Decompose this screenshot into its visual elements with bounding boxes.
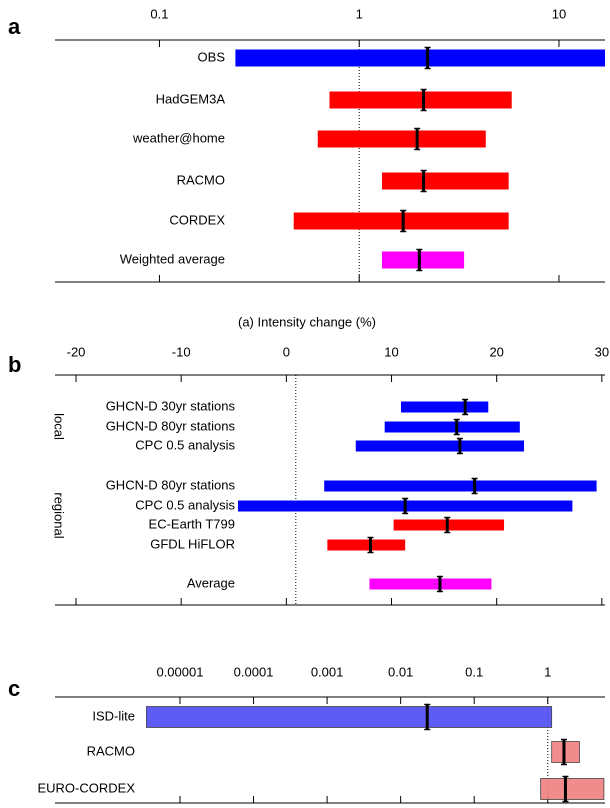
x-tick-label: 0.01 xyxy=(388,664,413,679)
range-bar xyxy=(381,172,509,190)
range-bar xyxy=(400,401,489,413)
row-label: weather@home xyxy=(132,130,225,145)
range-bar xyxy=(540,778,605,800)
row-label: GHCN-D 80yr stations xyxy=(106,477,236,492)
row-label: EC-Earth T799 xyxy=(149,516,235,531)
x-tick-label: 0.001 xyxy=(311,664,344,679)
range-bar xyxy=(235,49,605,67)
row-label: CPC 0.5 analysis xyxy=(135,437,235,452)
range-bar xyxy=(393,519,505,531)
range-bar xyxy=(146,706,553,728)
range-bar xyxy=(355,440,525,452)
x-tick-label: 0.1 xyxy=(150,6,168,21)
x-tick-label: 0.1 xyxy=(465,664,483,679)
range-bar xyxy=(327,539,406,551)
x-axis-label: (a) Intensity change (%) xyxy=(238,314,376,329)
x-tick-label: -10 xyxy=(172,344,191,359)
range-bar xyxy=(293,212,509,230)
x-tick-label: 10 xyxy=(384,344,398,359)
panel-letter: a xyxy=(8,14,21,39)
range-bar xyxy=(384,421,520,433)
row-label: HadGEM3A xyxy=(156,91,226,106)
row-label: RACMO xyxy=(177,172,225,187)
row-label: EURO-CORDEX xyxy=(37,780,135,795)
x-tick-label: -20 xyxy=(67,344,86,359)
range-bar xyxy=(324,480,597,492)
x-tick-label: 1 xyxy=(544,664,551,679)
x-tick-label: 30 xyxy=(595,344,609,359)
row-label: Weighted average xyxy=(120,251,225,266)
row-label: CPC 0.5 analysis xyxy=(135,497,235,512)
panel-letter: b xyxy=(8,352,21,377)
x-tick-label: 1 xyxy=(356,6,363,21)
x-tick-label: 0.00001 xyxy=(156,664,203,679)
row-label: CORDEX xyxy=(169,212,225,227)
row-label: OBS xyxy=(198,49,226,64)
group-label: regional xyxy=(52,492,67,538)
group-label: local xyxy=(52,413,67,440)
range-bar xyxy=(329,91,512,109)
range-bar xyxy=(381,251,465,269)
panel-letter: c xyxy=(8,676,20,701)
x-tick-label: 0.0001 xyxy=(234,664,274,679)
row-label: GHCN-D 80yr stations xyxy=(106,418,236,433)
row-label: GFDL HiFLOR xyxy=(150,536,235,551)
range-bar xyxy=(317,130,486,148)
row-label: ISD-lite xyxy=(92,708,135,723)
x-tick-label: 20 xyxy=(489,344,503,359)
range-bar xyxy=(551,741,580,763)
x-tick-label: 10 xyxy=(552,6,566,21)
row-label: RACMO xyxy=(87,743,135,758)
row-label: Average xyxy=(187,575,235,590)
x-tick-label: 0 xyxy=(283,344,290,359)
row-label: GHCN-D 30yr stations xyxy=(106,398,236,413)
range-bar xyxy=(369,578,492,590)
